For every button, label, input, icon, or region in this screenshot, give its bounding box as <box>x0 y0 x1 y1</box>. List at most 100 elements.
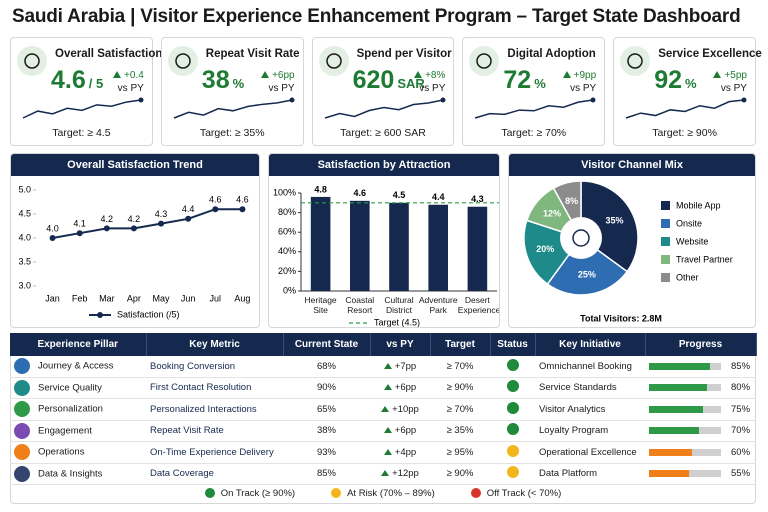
kpi-label: Spend per Visitor <box>356 48 452 60</box>
y-tick-label: 40% <box>278 246 296 256</box>
legend-label: At Risk (70% – 89%) <box>347 488 435 499</box>
status-cell <box>490 377 535 399</box>
kpi-delta: +6pp <box>272 70 295 81</box>
icon-bg <box>17 46 47 76</box>
vs-cell: +6pp <box>370 377 430 399</box>
up-arrow <box>383 362 392 369</box>
progress-bar <box>649 448 693 456</box>
x-tick-label: Adventure Park <box>418 295 458 315</box>
legend-label: Target (4.5) <box>374 317 420 327</box>
kpi-label: Overall Satisfaction <box>55 48 163 60</box>
kpi-unit: % <box>534 76 546 91</box>
status-dot <box>506 466 519 479</box>
data-label: 4.8 <box>314 184 327 194</box>
sparkline <box>625 97 747 119</box>
x-tick-label: Apr <box>127 293 141 303</box>
data-label: 4.6 <box>209 195 222 205</box>
icon-bg <box>469 46 500 76</box>
table-panel: Experience Pillar Key Metric Current State… <box>10 333 757 504</box>
pillar: Operations <box>38 446 85 458</box>
kpi-unit: % <box>232 76 245 91</box>
bar <box>428 204 448 291</box>
legend-swatch <box>661 273 670 282</box>
kpi-row: Overall Satisfaction 4.6/ 5 +0.4 vs PY Targe… <box>10 37 762 146</box>
status-cell <box>490 356 535 378</box>
chart: 3.0 3.5 4.0 4.5 5.0 Jan Feb Mar Apr May Jun Jul Aug 4… <box>18 184 250 319</box>
kpi-value-box: 4.6/ 5 <box>51 66 103 95</box>
progress-label: 75% <box>731 403 751 415</box>
progress-bar <box>649 427 700 435</box>
data-label: 4.6 <box>236 195 249 205</box>
y-tick-label: 60% <box>278 227 296 237</box>
data-label: 4.1 <box>73 219 86 229</box>
legend-swatch <box>661 237 670 246</box>
pillar-icon <box>14 401 30 418</box>
y-tick-label: 5.0 <box>18 184 31 194</box>
x-tick-label: Mar <box>99 293 115 303</box>
line-point <box>185 215 192 222</box>
progress-label: 55% <box>731 468 751 480</box>
up-arrow <box>713 71 722 78</box>
kpi-value: 4.6 <box>51 66 86 94</box>
legend-label: On Track (≥ 90%) <box>220 488 296 499</box>
x-tick-label: May <box>153 293 171 303</box>
bar <box>467 206 488 291</box>
line-point <box>239 206 246 213</box>
pillar-icon <box>14 379 30 396</box>
kpi-delta-box: +0.4 vs PY <box>113 69 144 95</box>
kpi-unit: % <box>685 76 697 91</box>
initiative: Loyalty Program <box>535 420 645 442</box>
pillar-cell: Data & Insights <box>10 463 146 485</box>
current-state: 85% <box>283 463 370 485</box>
kpi-vs: vs PY <box>419 83 446 94</box>
kpi-value: 72 <box>503 66 532 94</box>
status-dot <box>506 358 519 371</box>
data-label: 4.4 <box>182 204 195 214</box>
up-arrow <box>381 405 390 412</box>
kpi-value-box: 92% <box>654 66 696 95</box>
up-arrow <box>383 427 392 434</box>
y-tick-label: 4.0 <box>18 232 31 242</box>
icon-bg <box>167 46 198 76</box>
vs-py: +10pp <box>392 403 419 415</box>
legend-label: Satisfaction (/5) <box>117 309 180 319</box>
legend-swatch <box>661 201 670 210</box>
progress-label: 80% <box>731 382 751 394</box>
table-row: Journey & Access Booking Conversion 68% +7p… <box>10 356 756 378</box>
progress-track <box>649 427 721 435</box>
current-state: 68% <box>283 356 370 378</box>
legend-dot <box>470 488 481 499</box>
legend-label: Travel Partner <box>676 254 733 264</box>
line-point <box>212 206 219 213</box>
column-header: Key Initiative <box>535 333 646 356</box>
progress-label: 70% <box>731 425 751 437</box>
kpi-card: Spend per Visitor 620 SAR +8% vs PY Target: ≥… <box>311 37 455 146</box>
progress-cell: 75% <box>645 398 756 421</box>
pillar-table: Experience Pillar Key Metric Current State… <box>10 333 757 485</box>
status-dot <box>506 401 519 414</box>
kpi-icon <box>620 46 651 76</box>
metric: Data Coverage <box>146 463 283 485</box>
status-dot <box>506 423 519 436</box>
pillar-icon <box>14 358 30 375</box>
sparkline <box>324 97 446 119</box>
table-row: Personalization Personalized Interactions… <box>10 398 756 421</box>
kpi-card: Service Excellence 92% +5pp vs PY Target: ≥ … <box>613 37 762 146</box>
kpi-delta: +5pp <box>724 70 747 81</box>
status-cell <box>490 420 535 442</box>
icon-glyph <box>325 53 342 69</box>
legend-dot <box>97 312 103 318</box>
progress-track <box>649 384 721 392</box>
kpi-card: Overall Satisfaction 4.6/ 5 +0.4 vs PY Targe… <box>10 37 162 146</box>
data-label: 4.4 <box>432 192 445 202</box>
kpi-target: Target: ≥ 4.5 <box>52 127 111 139</box>
icon-glyph <box>24 53 40 69</box>
x-tick-label: Jul <box>210 293 222 303</box>
bar <box>350 200 370 291</box>
kpi-target: Target: ≥ 600 SAR <box>340 127 426 139</box>
kpi-value-box: 620 SAR <box>353 66 425 95</box>
sparkline-end <box>440 97 446 103</box>
sparkline-path <box>625 99 745 119</box>
initiative: Data Platform <box>535 463 645 485</box>
icon-glyph <box>175 53 191 69</box>
